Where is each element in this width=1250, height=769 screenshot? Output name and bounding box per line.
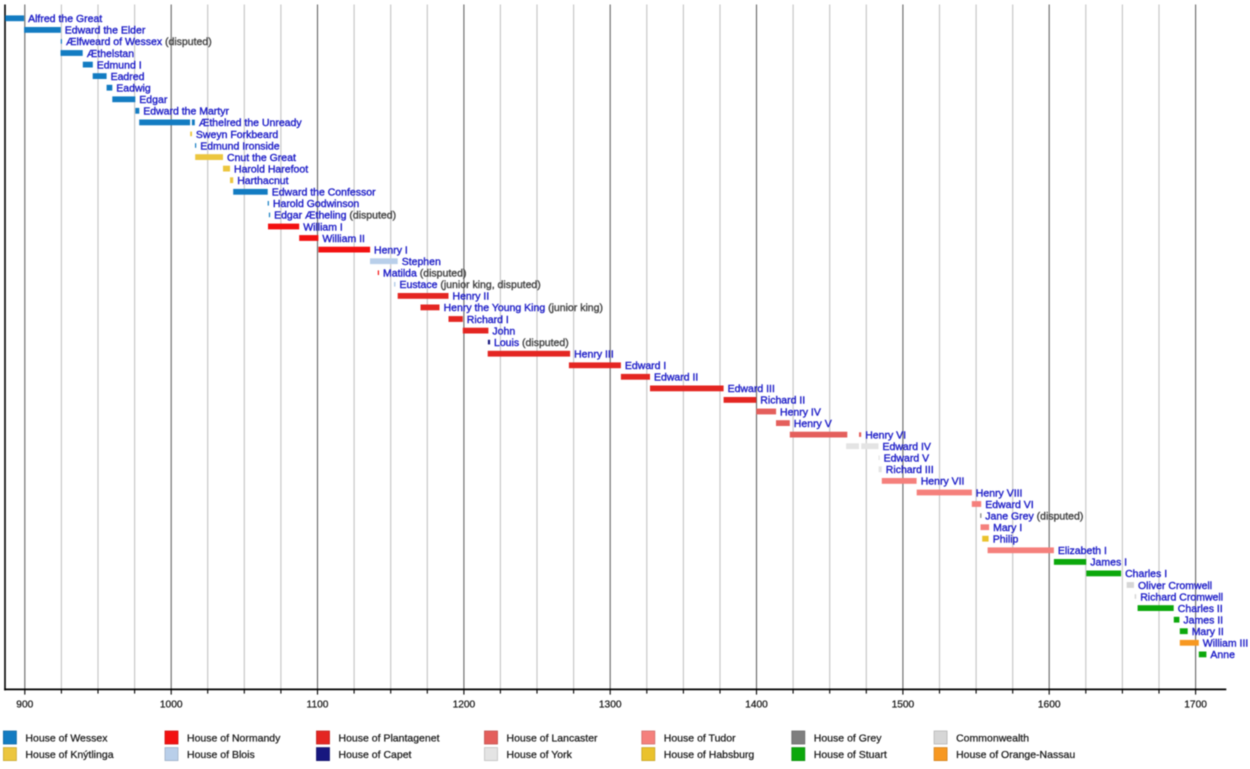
svg-text:Richard II: Richard II	[760, 395, 805, 407]
svg-text:Charles I: Charles I	[1125, 568, 1167, 580]
svg-text:Edward the Martyr: Edward the Martyr	[143, 106, 229, 118]
svg-text:1400: 1400	[745, 700, 768, 711]
svg-text:1500: 1500	[892, 700, 915, 711]
svg-text:Henry II: Henry II	[453, 291, 490, 303]
svg-text:Matilda (disputed): Matilda (disputed)	[383, 268, 466, 280]
svg-text:1600: 1600	[1038, 700, 1061, 711]
svg-text:House of Lancaster: House of Lancaster	[507, 732, 599, 744]
svg-text:Edgar: Edgar	[139, 94, 168, 106]
svg-text:Henry I: Henry I	[374, 244, 408, 256]
svg-text:House of Tudor: House of Tudor	[664, 732, 736, 744]
svg-text:House of York: House of York	[507, 749, 573, 761]
svg-text:Mary II: Mary II	[1192, 626, 1224, 638]
svg-text:Edward III: Edward III	[728, 383, 775, 395]
svg-text:House of Plantagenet: House of Plantagenet	[339, 732, 440, 744]
svg-text:Edward I: Edward I	[625, 360, 666, 372]
svg-text:House of Blois: House of Blois	[187, 749, 255, 761]
svg-text:Eadred: Eadred	[111, 71, 145, 83]
svg-text:Harthacnut: Harthacnut	[237, 175, 288, 187]
svg-text:House of Orange-Nassau: House of Orange-Nassau	[956, 749, 1075, 761]
svg-text:Sweyn Forkbeard: Sweyn Forkbeard	[196, 129, 278, 141]
svg-text:Edward V: Edward V	[884, 453, 930, 465]
svg-text:James I: James I	[1090, 557, 1127, 569]
svg-text:Henry III: Henry III	[574, 349, 614, 361]
svg-text:Stephen: Stephen	[402, 256, 441, 268]
svg-text:John: John	[492, 325, 515, 337]
svg-text:Harold Harefoot: Harold Harefoot	[234, 163, 308, 175]
svg-text:Charles II: Charles II	[1178, 603, 1223, 615]
svg-text:1700: 1700	[1184, 700, 1207, 711]
svg-text:Æthelstan: Æthelstan	[87, 48, 134, 60]
svg-text:Elizabeth I: Elizabeth I	[1058, 545, 1107, 557]
svg-text:Edward II: Edward II	[654, 372, 698, 384]
svg-text:Edgar Ætheling (disputed): Edgar Ætheling (disputed)	[274, 210, 396, 222]
svg-text:House of Wessex: House of Wessex	[25, 732, 108, 744]
svg-text:1000: 1000	[160, 700, 183, 711]
svg-text:1100: 1100	[307, 700, 329, 711]
svg-text:Richard III: Richard III	[886, 464, 934, 476]
svg-text:House of Normandy: House of Normandy	[187, 732, 281, 744]
svg-text:900: 900	[16, 700, 33, 711]
svg-text:Richard Cromwell: Richard Cromwell	[1140, 591, 1223, 603]
svg-text:Edward the Confessor: Edward the Confessor	[272, 187, 376, 199]
svg-text:House of Knýtlinga: House of Knýtlinga	[25, 749, 113, 761]
svg-text:Richard I: Richard I	[467, 314, 509, 326]
svg-text:Henry the Young King (junior k: Henry the Young King (junior king)	[444, 302, 603, 314]
svg-text:William III: William III	[1203, 638, 1249, 650]
svg-text:Oliver Cromwell: Oliver Cromwell	[1138, 580, 1212, 592]
svg-text:1200: 1200	[453, 700, 476, 711]
svg-text:Philip: Philip	[993, 534, 1019, 546]
svg-text:Commonwealth: Commonwealth	[956, 732, 1029, 744]
svg-text:Cnut the Great: Cnut the Great	[227, 152, 296, 164]
svg-text:Anne: Anne	[1210, 649, 1235, 661]
svg-text:Henry V: Henry V	[794, 418, 832, 430]
svg-text:House of Habsburg: House of Habsburg	[664, 749, 755, 761]
svg-text:Ælfweard of Wessex (disputed): Ælfweard of Wessex (disputed)	[66, 36, 212, 48]
svg-text:William II: William II	[322, 233, 365, 245]
svg-text:House of Stuart: House of Stuart	[814, 749, 887, 761]
svg-text:Æthelred the Unready: Æthelred the Unready	[199, 117, 302, 129]
svg-text:Louis (disputed): Louis (disputed)	[494, 337, 569, 349]
svg-text:Henry VI: Henry VI	[865, 429, 906, 441]
svg-text:Eadwig: Eadwig	[116, 83, 151, 95]
svg-text:1300: 1300	[599, 700, 622, 711]
svg-text:Jane Grey (disputed): Jane Grey (disputed)	[985, 510, 1083, 522]
svg-text:Edmund I: Edmund I	[97, 59, 142, 71]
svg-text:Henry IV: Henry IV	[780, 406, 821, 418]
svg-text:Henry VIII: Henry VIII	[976, 487, 1023, 499]
svg-text:Harold Godwinson: Harold Godwinson	[273, 198, 360, 210]
svg-text:House of Capet: House of Capet	[339, 749, 412, 761]
svg-text:Henry VII: Henry VII	[921, 476, 965, 488]
svg-text:Edward VI: Edward VI	[985, 499, 1033, 511]
svg-text:Edward the Elder: Edward the Elder	[65, 25, 146, 37]
svg-text:Edmund Ironside: Edmund Ironside	[200, 140, 280, 152]
svg-text:William I: William I	[303, 221, 343, 233]
svg-text:Mary I: Mary I	[993, 522, 1022, 534]
svg-text:House of Grey: House of Grey	[814, 732, 882, 744]
svg-text:Edward IV: Edward IV	[883, 441, 931, 453]
svg-text:Alfred the Great: Alfred the Great	[28, 13, 102, 25]
svg-text:James II: James II	[1183, 615, 1223, 627]
svg-text:Eustace (junior king, disputed: Eustace (junior king, disputed)	[400, 279, 541, 291]
